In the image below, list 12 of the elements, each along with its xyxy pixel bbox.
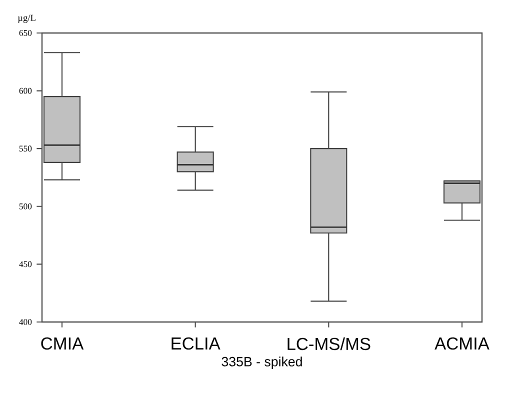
y-tick-label: 500 xyxy=(19,203,32,210)
x-tick-label: CMIA xyxy=(41,337,84,350)
x-tick-label: ECLIA xyxy=(172,337,220,350)
y-tick-label: 600 xyxy=(19,88,32,94)
y-tick-label: 650 xyxy=(19,30,32,36)
x-tick-label: LC-MS/MS xyxy=(288,337,370,350)
x-tick-label: ACMIA xyxy=(434,337,490,350)
y-tick-label: 400 xyxy=(19,319,32,325)
y-tick-label: 550 xyxy=(19,146,32,152)
x-axis-title: 335B - spiked xyxy=(222,356,302,369)
y-axis-title: µg/L xyxy=(18,14,36,23)
y-tick-label: 450 xyxy=(19,261,32,268)
